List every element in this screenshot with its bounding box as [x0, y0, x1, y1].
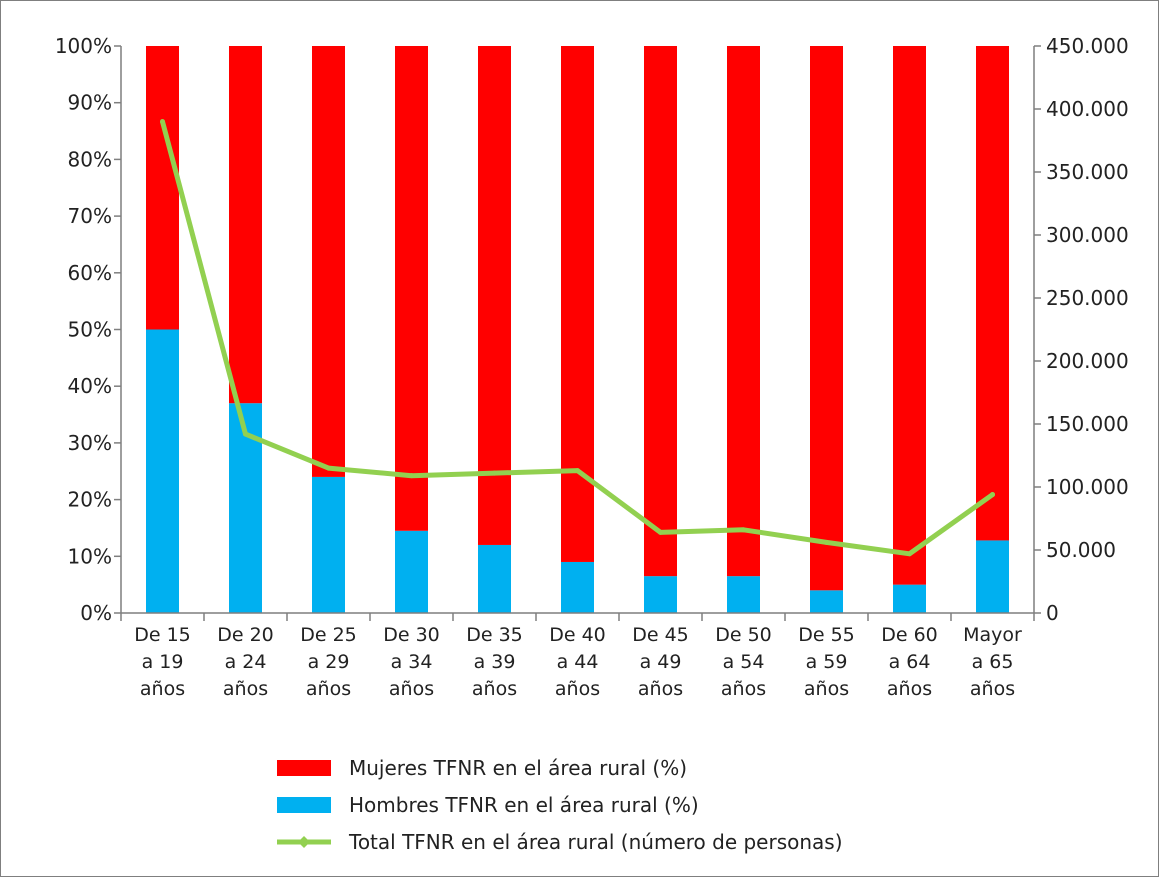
category-label: De 35 a 39 años: [466, 624, 523, 700]
bar-mujeres-9: [893, 46, 926, 585]
category-label: De 60 a 64 años: [881, 624, 938, 700]
category-label: Mayor a 65 años: [963, 624, 1022, 700]
bar-mujeres-6: [644, 46, 677, 577]
left-tick-label: 30%: [68, 431, 112, 455]
right-tick-label: 200.000: [1046, 349, 1129, 373]
right-tick-label: 100.000: [1046, 475, 1129, 499]
bar-hombres-7: [727, 576, 760, 613]
bar-hombres-6: [644, 576, 677, 613]
category-label: De 25 a 29 años: [300, 624, 357, 700]
left-tick-label: 10%: [68, 544, 112, 568]
left-tick-label: 40%: [68, 374, 112, 398]
right-tick-label: 300.000: [1046, 223, 1129, 247]
bar-hombres-3: [395, 530, 428, 613]
category-labels: De 15 a 19 años De 20 a 24 años De 25 a 29 años D…: [134, 624, 1022, 700]
category-label: De 40 a 44 años: [549, 624, 606, 700]
left-tick-label: 70%: [68, 204, 112, 228]
right-tick-label: 450.000: [1046, 34, 1129, 58]
left-tick-label: 0%: [80, 601, 112, 625]
bar-mujeres-8: [810, 46, 843, 591]
bar-mujeres-2: [312, 46, 345, 477]
left-tick-label: 50%: [68, 318, 112, 342]
legend-label-2: Total TFNR en el área rural (número de p…: [348, 830, 843, 854]
bar-mujeres-3: [395, 46, 428, 531]
category-label: De 15 a 19 años: [134, 624, 191, 700]
total-point-2: [326, 465, 331, 471]
total-point-8: [824, 539, 829, 545]
bar-hombres-2: [312, 476, 345, 613]
total-point-0: [160, 119, 165, 125]
total-point-1: [243, 431, 248, 437]
right-tick-label: 50.000: [1046, 538, 1116, 562]
bars-layer: [146, 46, 1009, 613]
legend-label-1: Hombres TFNR en el área rural (%): [349, 793, 699, 817]
legend-swatch-marker: [298, 836, 310, 848]
legend-label-0: Mujeres TFNR en el área rural (%): [349, 756, 687, 780]
right-tick-label: 250.000: [1046, 286, 1129, 310]
bar-hombres-0: [146, 329, 179, 613]
bar-mujeres-5: [561, 46, 594, 562]
total-point-6: [658, 529, 663, 535]
left-tick-label: 100%: [55, 34, 112, 58]
category-label: De 45 a 49 años: [632, 624, 689, 700]
total-point-10: [990, 492, 995, 498]
right-tick-labels: 0 50.000 100.000 150.000 200.000 250.000 300.0…: [1046, 34, 1129, 625]
total-point-9: [907, 551, 912, 557]
left-tick-label: 60%: [68, 261, 112, 285]
bar-hombres-8: [810, 590, 843, 613]
bar-mujeres-4: [478, 46, 511, 545]
bar-hombres-4: [478, 544, 511, 613]
legend-swatch-0: [277, 760, 331, 776]
total-point-4: [492, 470, 497, 476]
left-tick-label: 80%: [68, 147, 112, 171]
right-tick-label: 0: [1046, 601, 1059, 625]
axes-layer: [114, 45, 1041, 621]
right-tick-label: 150.000: [1046, 412, 1129, 436]
right-tick-label: 400.000: [1046, 97, 1129, 121]
right-tick-label: 350.000: [1046, 160, 1129, 184]
left-tick-label: 20%: [68, 488, 112, 512]
line-layer: [160, 119, 995, 557]
category-label: De 50 a 54 años: [715, 624, 772, 700]
bar-mujeres-0: [146, 46, 179, 330]
bar-mujeres-1: [229, 46, 262, 404]
category-label: De 20 a 24 años: [217, 624, 274, 700]
total-point-7: [741, 527, 746, 533]
bar-hombres-9: [893, 584, 926, 613]
left-tick-labels: 0% 10% 20% 30% 40% 50% 60% 70% 80% 90% 100%: [55, 34, 112, 625]
legend: Mujeres TFNR en el área rural (%) Hombres…: [277, 756, 843, 854]
left-tick-label: 90%: [68, 91, 112, 115]
bar-hombres-10: [976, 540, 1009, 613]
bar-hombres-5: [561, 561, 594, 613]
legend-swatch-1: [277, 797, 331, 813]
category-label: De 30 a 34 años: [383, 624, 440, 700]
total-point-3: [409, 473, 414, 479]
bar-mujeres-10: [976, 46, 1009, 541]
bar-mujeres-7: [727, 46, 760, 577]
category-label: De 55 a 59 años: [798, 624, 855, 700]
total-point-5: [575, 468, 580, 474]
